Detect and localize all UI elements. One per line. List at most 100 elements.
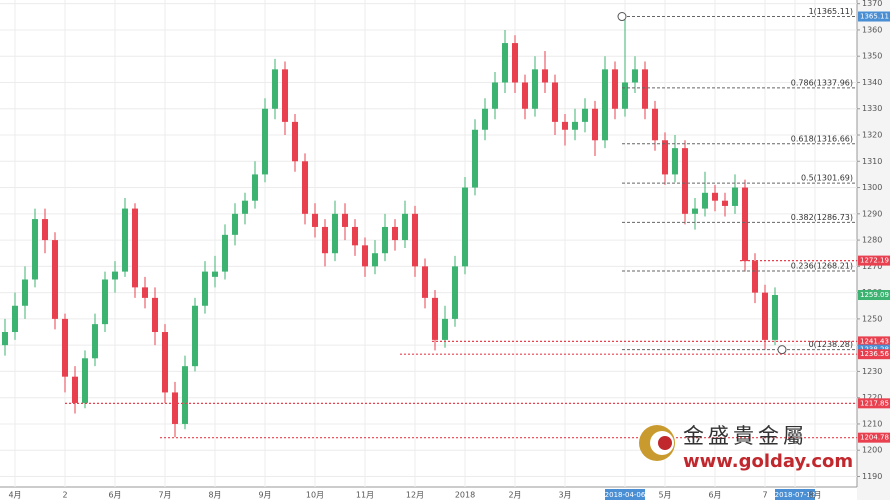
x-tick-label: 11月	[356, 491, 374, 500]
price-tag	[858, 255, 890, 266]
y-tick-label: 1360	[862, 25, 882, 34]
candle-body	[572, 121, 578, 130]
y-tick-label: 1330	[862, 104, 882, 113]
price-tag-label: 1241.43	[860, 337, 889, 345]
candle-body	[122, 208, 128, 272]
candle-body	[92, 324, 98, 359]
x-tick-label: 2018-04-06	[605, 491, 646, 499]
price-tag	[858, 336, 890, 347]
y-tick-label: 1320	[862, 131, 882, 140]
candle-body	[182, 366, 188, 424]
fib-label: 0.5(1301.69)	[801, 174, 853, 183]
candle-body	[222, 234, 228, 272]
candle-body	[132, 208, 138, 288]
candle-body	[562, 121, 568, 130]
candle-body	[372, 253, 378, 267]
candle-body	[312, 213, 318, 227]
x-tick-label: 2018-07-12	[775, 491, 816, 499]
price-tag-label: 1365.11	[860, 13, 889, 21]
candle-body	[82, 358, 88, 403]
logo-dot	[658, 436, 672, 450]
x-tick-label: 8月	[808, 491, 821, 500]
x-tick-label: 7	[762, 491, 767, 500]
price-tag-label: 1204.78	[860, 434, 889, 442]
x-tick-label: 5月	[658, 491, 671, 500]
candle-body	[52, 240, 58, 319]
candle-body	[32, 219, 38, 280]
y-tick-label: 1250	[862, 314, 882, 323]
y-tick-label: 1270	[862, 262, 882, 271]
candle-body	[402, 213, 408, 241]
candle-body	[482, 108, 488, 130]
candle-body	[332, 213, 338, 254]
candle-body	[592, 108, 598, 141]
candle-body	[552, 82, 558, 122]
candle-body	[452, 266, 458, 319]
price-tag	[858, 432, 890, 443]
candle-body	[382, 226, 388, 254]
candle-body	[702, 192, 708, 209]
candle-body	[512, 43, 518, 83]
x-tick-label: 6月	[708, 491, 721, 500]
candle-body	[162, 332, 168, 393]
candle-body	[22, 279, 28, 306]
candle-body	[102, 279, 108, 325]
price-tag-label: 1236.56	[860, 350, 889, 358]
price-tag-label: 1272.19	[860, 257, 889, 265]
candle-body	[12, 305, 18, 333]
candle-body	[262, 108, 268, 175]
x-tick-label: 2018	[455, 491, 475, 500]
candle-body	[692, 208, 698, 214]
candle-body	[712, 192, 718, 201]
x-tick-label: 8月	[208, 491, 221, 500]
y-tick-label: 1340	[862, 78, 882, 87]
candle-body	[192, 305, 198, 367]
candle-body	[582, 108, 588, 122]
candle-body	[612, 69, 618, 109]
y-tick-label: 1220	[862, 393, 882, 402]
candle-body	[2, 332, 8, 346]
candle-body	[542, 69, 548, 83]
x-tick-label: 7月	[158, 491, 171, 500]
watermark-url: www.golday.com	[683, 451, 853, 472]
candle-body	[282, 69, 288, 122]
candle-body	[472, 129, 478, 188]
candle-body	[252, 174, 258, 201]
price-tag-label: 1217.85	[860, 399, 889, 407]
candle-body	[352, 226, 358, 246]
y-tick-label: 1290	[862, 209, 882, 218]
x-tick-label: 9月	[258, 491, 271, 500]
candle-body	[722, 200, 728, 206]
candle-body	[642, 69, 648, 109]
candle-body	[152, 297, 158, 333]
candle-body	[632, 69, 638, 83]
price-tag	[858, 11, 890, 22]
y-tick-label: 1370	[862, 0, 882, 8]
candle-body	[502, 43, 508, 83]
candle-body	[432, 297, 438, 340]
candle-body	[762, 292, 768, 340]
x-tick-label: 12月	[406, 491, 424, 500]
fib-label: 0(1238.28)	[809, 340, 853, 349]
candle-body	[682, 148, 688, 214]
candle-body	[292, 121, 298, 162]
candle-body	[342, 213, 348, 227]
candle-body	[72, 376, 78, 403]
y-tick-label: 1310	[862, 157, 882, 166]
fib-label: 0.382(1286.73)	[791, 213, 853, 222]
candle-body	[202, 271, 208, 306]
watermark-name: 金盛貴金屬	[683, 424, 808, 448]
candle-body	[462, 187, 468, 267]
x-label-highlight	[775, 489, 815, 500]
candle-body	[112, 271, 118, 280]
candle-body	[212, 271, 218, 277]
y-tick-label: 1190	[862, 472, 882, 481]
candle-body	[272, 69, 278, 109]
candle-body	[392, 226, 398, 241]
fib-anchor	[617, 12, 627, 22]
candle-body	[62, 318, 68, 377]
candle-body	[362, 245, 368, 267]
candle-body	[532, 69, 538, 109]
